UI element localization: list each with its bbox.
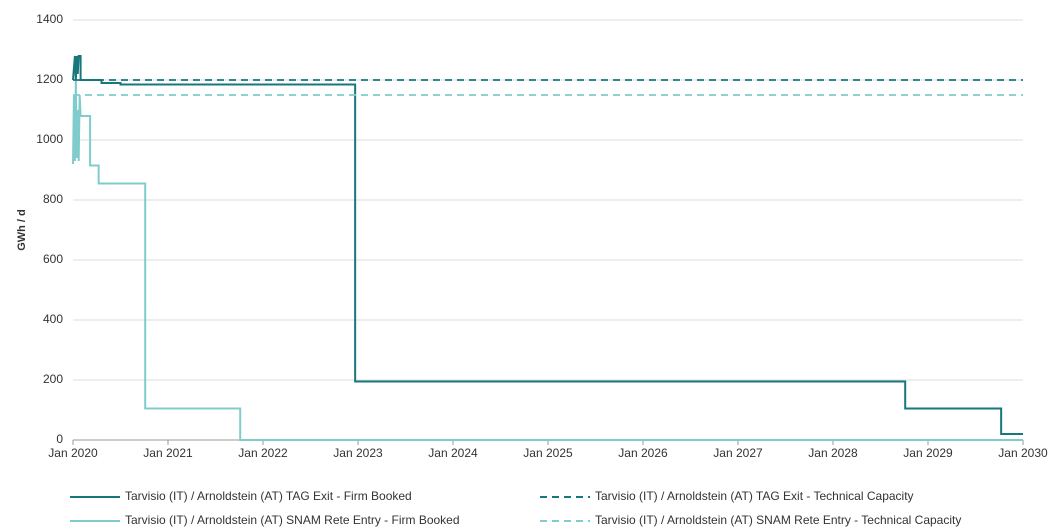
x-tick-label: Jan 2024 xyxy=(428,446,478,460)
x-tick-label: Jan 2023 xyxy=(333,446,383,460)
legend-label: Tarvisio (IT) / Arnoldstein (AT) TAG Exi… xyxy=(595,489,914,503)
y-tick-label: 1000 xyxy=(36,132,63,146)
x-tick-label: Jan 2021 xyxy=(143,446,193,460)
x-tick-label: Jan 2025 xyxy=(523,446,573,460)
y-axis-label: GWh / d xyxy=(16,209,28,251)
y-tick-label: 1400 xyxy=(36,12,63,26)
y-tick-label: 0 xyxy=(56,432,63,446)
x-tick-label: Jan 2028 xyxy=(808,446,858,460)
y-tick-label: 800 xyxy=(43,192,63,206)
x-tick-label: Jan 2026 xyxy=(618,446,668,460)
legend-label: Tarvisio (IT) / Arnoldstein (AT) TAG Exi… xyxy=(125,489,412,503)
x-tick-label: Jan 2030 xyxy=(998,446,1048,460)
y-tick-label: 200 xyxy=(43,372,63,386)
y-tick-label: 1200 xyxy=(36,72,63,86)
x-tick-label: Jan 2022 xyxy=(238,446,288,460)
series-line xyxy=(72,55,1023,435)
x-tick-label: Jan 2027 xyxy=(713,446,763,460)
series-line xyxy=(72,79,1023,441)
x-tick-label: Jan 2020 xyxy=(48,446,98,460)
x-tick-label: Jan 2029 xyxy=(903,446,953,460)
legend-label: Tarvisio (IT) / Arnoldstein (AT) SNAM Re… xyxy=(125,513,460,527)
y-tick-label: 400 xyxy=(43,312,63,326)
y-tick-label: 600 xyxy=(43,252,63,266)
legend-label: Tarvisio (IT) / Arnoldstein (AT) SNAM Re… xyxy=(595,513,961,527)
